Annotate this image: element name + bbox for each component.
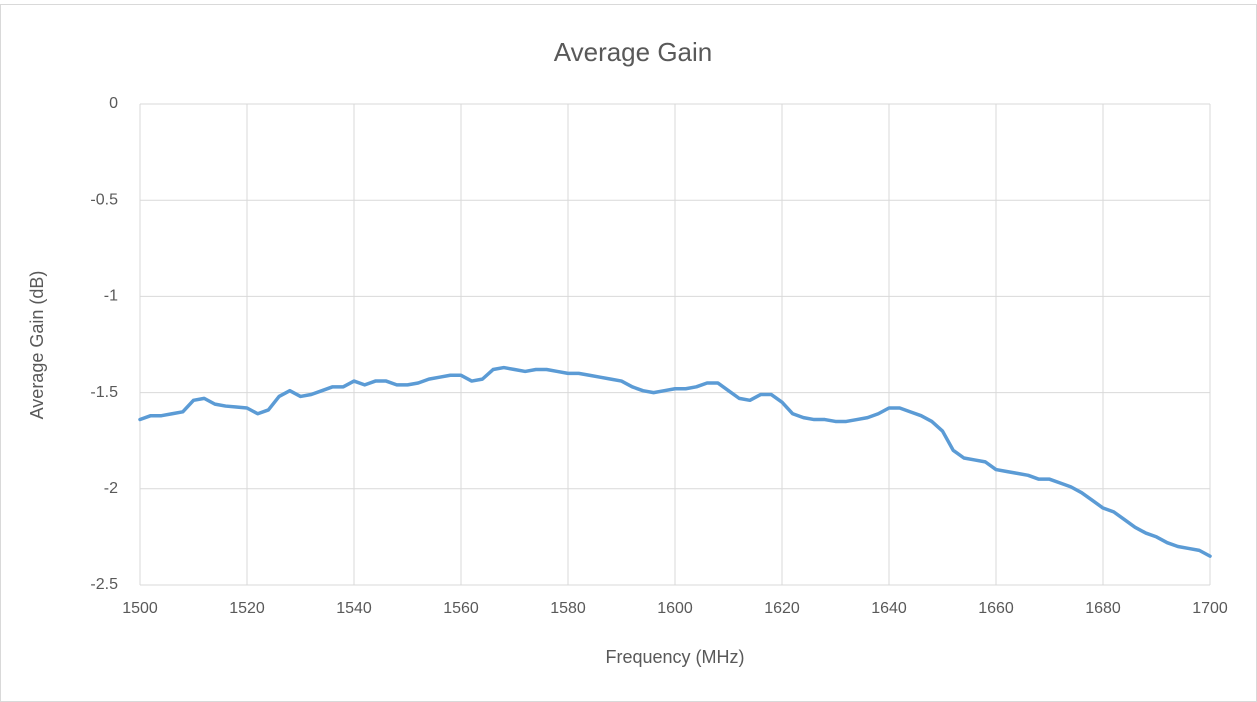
chart-title: Average Gain: [554, 37, 713, 67]
x-tick-label: 1520: [229, 600, 265, 617]
x-tick-label: 1500: [122, 600, 158, 617]
x-tick-label: 1560: [443, 600, 479, 617]
y-tick-label: -1: [104, 288, 118, 305]
y-tick-label: -2.5: [90, 576, 118, 593]
x-axis-label: Frequency (MHz): [605, 647, 744, 667]
x-tick-label: 1600: [657, 600, 693, 617]
x-tick-label: 1620: [764, 600, 800, 617]
x-tick-label: 1580: [550, 600, 586, 617]
x-tick-label: 1700: [1192, 600, 1228, 617]
x-tick-label: 1660: [978, 600, 1014, 617]
y-tick-label: -2: [104, 480, 118, 497]
data-line: [138, 365, 1212, 558]
y-axis-label: Average Gain (dB): [27, 271, 47, 420]
y-tick-label: 0: [109, 95, 118, 112]
chart-border: [0, 4, 1257, 702]
y-tick-label: -1.5: [90, 384, 118, 401]
y-tick-label: -0.5: [90, 191, 118, 208]
x-tick-label: 1640: [871, 600, 907, 617]
x-tick-label: 1540: [336, 600, 372, 617]
x-tick-label: 1680: [1085, 600, 1121, 617]
